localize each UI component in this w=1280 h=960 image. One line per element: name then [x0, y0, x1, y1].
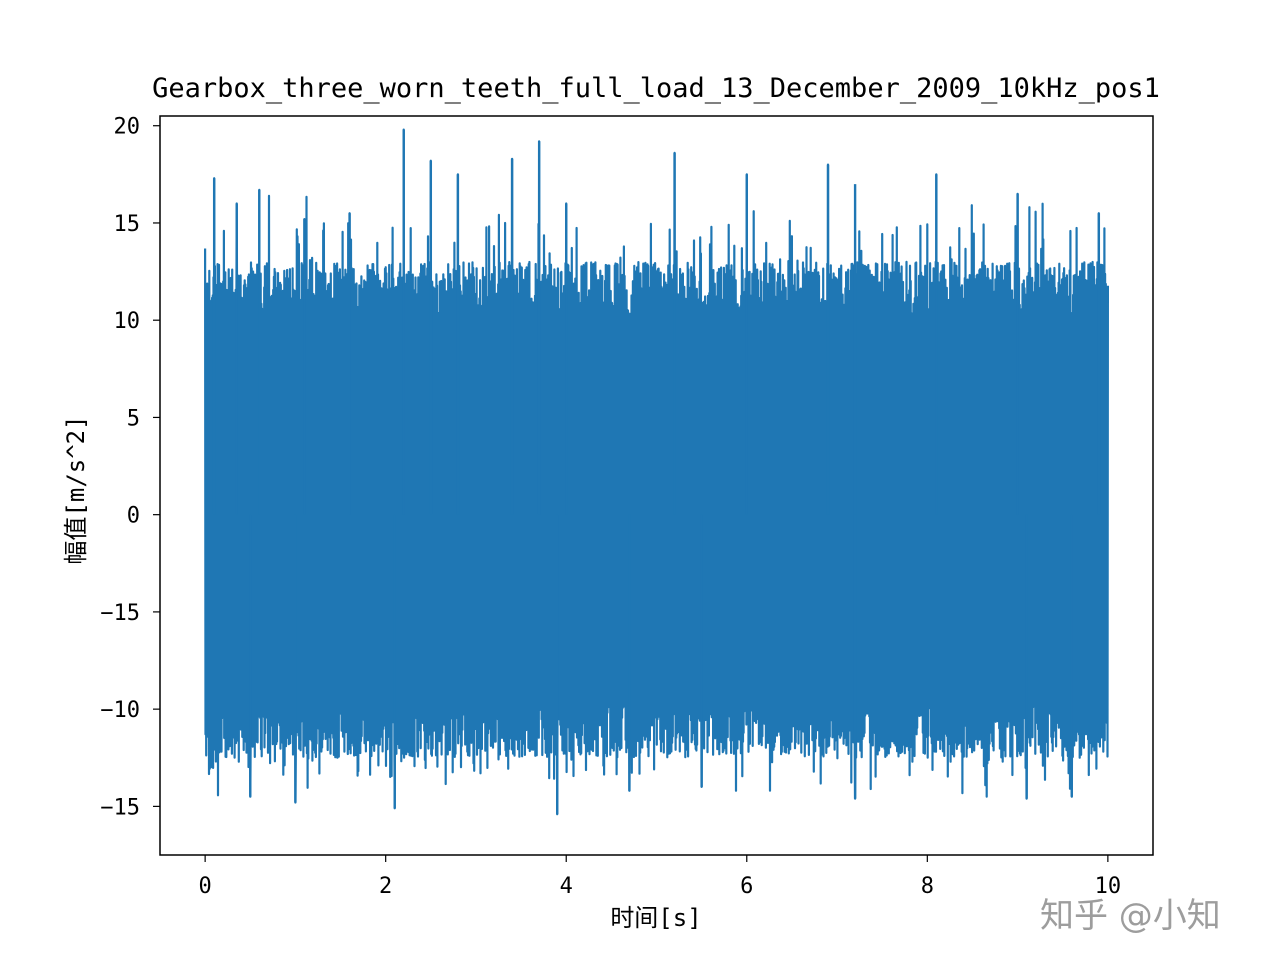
x-tick-label: 4	[560, 874, 573, 899]
y-axis: 20 15 10 5 0 −15 −10 −15	[100, 115, 160, 820]
y-tick-label: −10	[100, 698, 140, 723]
x-tick-label: 0	[199, 874, 212, 899]
x-tick-label: 10	[1095, 874, 1122, 899]
y-tick-label: −15	[100, 601, 140, 626]
watermark: 知乎 @小知	[1040, 896, 1221, 936]
y-tick-label: 5	[127, 406, 140, 431]
x-tick-label: 6	[740, 874, 753, 899]
y-tick-label: 15	[114, 212, 141, 237]
plot-frame	[159, 115, 1154, 856]
x-tick-label: 2	[379, 874, 392, 899]
y-tick-label: 20	[114, 115, 141, 140]
y-axis-label: 幅值[m/s^2]	[62, 415, 90, 564]
y-tick-label: 0	[127, 504, 140, 529]
x-axis: 0 2 4 6 8 10	[199, 855, 1122, 899]
x-tick-label: 8	[921, 874, 934, 899]
y-tick-label: −15	[100, 795, 140, 820]
signal-line	[204, 128, 1109, 816]
x-axis-label: 时间[s]	[610, 904, 701, 932]
series-layer	[204, 128, 1109, 816]
y-tick-label: 10	[114, 309, 141, 334]
chart-title: Gearbox_three_worn_teeth_full_load_13_De…	[152, 73, 1160, 104]
